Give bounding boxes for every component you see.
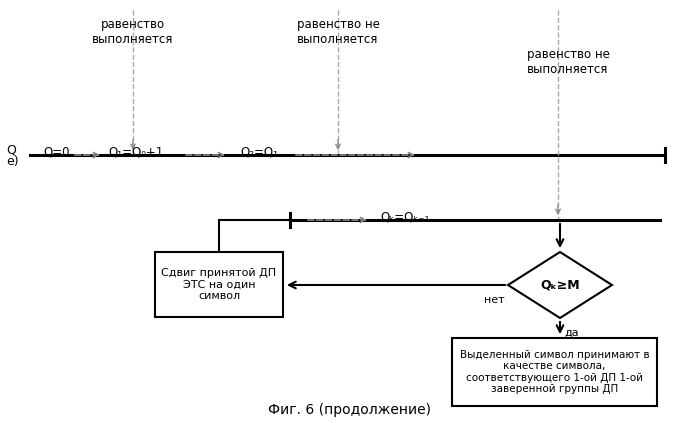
Text: Q₁=Q₀+1: Q₁=Q₀+1: [108, 146, 164, 159]
Text: Qₖ=Qₖ₋₁: Qₖ=Qₖ₋₁: [380, 211, 429, 223]
Text: Q: Q: [6, 143, 16, 156]
Text: Выделенный символ принимают в
качестве символа,
соответствующего 1-ой ДП 1-ой
за: Выделенный символ принимают в качестве с…: [460, 349, 649, 394]
Text: равенство не
выполняется: равенство не выполняется: [526, 48, 610, 76]
Text: нет: нет: [484, 295, 505, 305]
Text: Фиг. 6 (продолжение): Фиг. 6 (продолжение): [268, 403, 431, 417]
FancyBboxPatch shape: [452, 338, 657, 406]
Text: Сдвиг принятой ДП
ЭТС на один
символ: Сдвиг принятой ДП ЭТС на один символ: [161, 268, 277, 301]
Text: равенство не
выполняется: равенство не выполняется: [296, 18, 380, 46]
Text: Q₂=Q₁: Q₂=Q₁: [240, 146, 278, 159]
Text: равенство
выполняется: равенство выполняется: [92, 18, 173, 46]
Text: да: да: [565, 328, 579, 338]
Text: е): е): [6, 155, 19, 168]
FancyBboxPatch shape: [155, 252, 283, 317]
Text: Q=0: Q=0: [43, 146, 69, 159]
Text: Qₖ≥M: Qₖ≥M: [540, 278, 579, 291]
